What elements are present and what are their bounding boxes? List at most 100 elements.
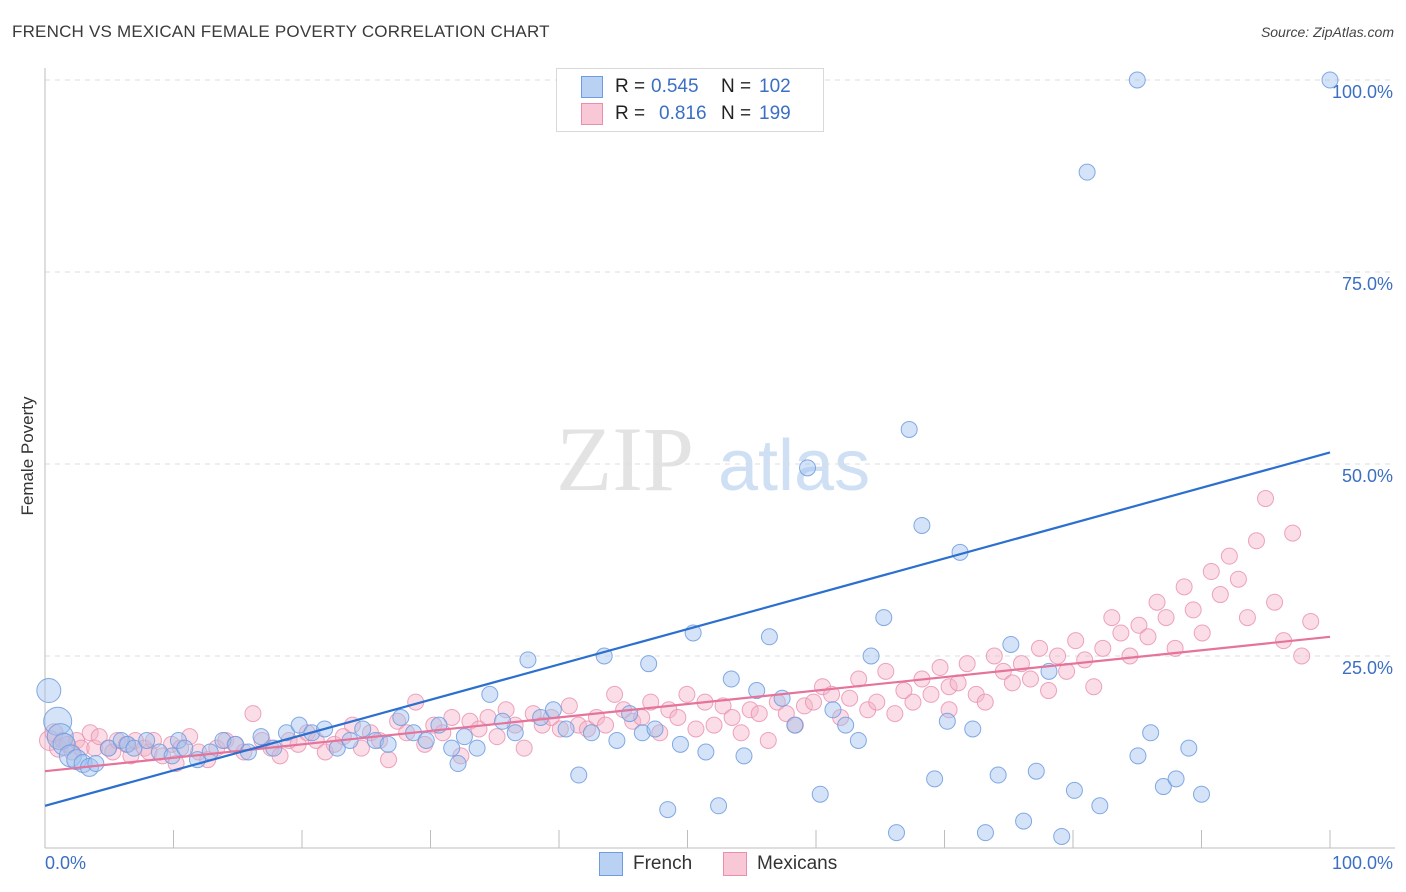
mexicans-point	[741, 701, 759, 719]
french-point	[494, 712, 512, 730]
mexicans-point	[750, 705, 768, 723]
watermark-zip: ZIP	[556, 408, 694, 510]
mexicans-point	[1030, 639, 1048, 657]
french-point	[379, 735, 397, 753]
x-tick-label-1: 100.0%	[1332, 853, 1393, 873]
french-point	[354, 720, 372, 738]
mexicans-point	[1238, 609, 1256, 627]
y-axis-label: Female Poverty	[18, 396, 37, 516]
french-point	[87, 755, 105, 773]
french-point	[455, 728, 473, 746]
mexicans-point	[669, 708, 687, 726]
mexicans-point	[1184, 601, 1202, 619]
mexicans-point	[515, 739, 533, 757]
mexicans-point	[1175, 578, 1193, 596]
mexicans-point	[1284, 524, 1302, 542]
bottom-french-label: French	[633, 853, 693, 874]
mexicans-point	[687, 720, 705, 738]
french-point	[201, 743, 219, 761]
french-point	[1167, 770, 1185, 788]
french-point	[1091, 797, 1109, 815]
french-point	[36, 678, 62, 704]
french-point	[582, 724, 600, 742]
french-point	[900, 420, 918, 438]
french-point	[926, 770, 944, 788]
french-point	[1142, 724, 1160, 742]
chart-title: FRENCH VS MEXICAN FEMALE POVERTY CORRELA…	[12, 22, 550, 41]
french-point	[252, 728, 270, 746]
mexicans-point	[1229, 570, 1247, 588]
french-point	[1065, 781, 1083, 799]
mexicans-point	[895, 682, 913, 700]
french-n-label: N =	[721, 76, 752, 97]
french-point	[799, 459, 817, 477]
mexicans-point	[976, 693, 994, 711]
french-point	[1027, 762, 1045, 780]
french-point	[989, 766, 1007, 784]
french-point	[976, 824, 994, 842]
french-point	[1015, 812, 1033, 830]
french-point	[621, 705, 639, 723]
french-point	[633, 724, 651, 742]
bottom-mexicans-swatch	[723, 852, 747, 876]
mexicans-point	[931, 659, 949, 677]
mexicans-point	[1139, 628, 1157, 646]
french-point	[811, 785, 829, 803]
bottom-mexicans-label: Mexicans	[757, 853, 838, 874]
mexicans-point	[723, 708, 741, 726]
french-point	[163, 747, 181, 765]
mexicans-point	[1085, 678, 1103, 696]
mexicans-point	[1202, 563, 1220, 581]
mexicans-point	[868, 693, 886, 711]
french-point	[640, 655, 658, 673]
french-point	[710, 797, 728, 815]
french-point	[100, 739, 118, 757]
french-r-value: 0.545	[651, 76, 699, 97]
mexicans-point	[714, 697, 732, 715]
mexicans-point	[1220, 547, 1238, 565]
french-point	[938, 712, 956, 730]
french-point	[964, 720, 982, 738]
french-point	[1321, 71, 1339, 89]
mexicans-point	[1121, 647, 1139, 665]
french-point	[176, 739, 194, 757]
french-point	[875, 609, 893, 627]
mexicans-point	[877, 662, 895, 680]
mexicans-point	[597, 716, 615, 734]
mexicans-point	[1076, 651, 1094, 669]
french-point	[1053, 827, 1071, 845]
french-point	[125, 739, 143, 757]
french-point	[849, 731, 867, 749]
french-point	[290, 716, 308, 734]
french-point	[506, 724, 524, 742]
french-point	[519, 651, 537, 669]
mexicans-point	[488, 728, 506, 746]
mexicans-point	[90, 728, 108, 746]
mexicans-point	[732, 724, 750, 742]
mexicans-trendline	[44, 635, 1331, 773]
mexicans-swatch	[581, 103, 603, 125]
mexicans-n-label: N =	[721, 103, 752, 124]
mexicans-point	[1148, 593, 1166, 611]
mexicans-r-value: 0.816	[659, 103, 707, 124]
mexicans-point	[1266, 593, 1284, 611]
mexicans-point	[904, 693, 922, 711]
french-point	[481, 685, 499, 703]
mexicans-point	[49, 738, 69, 758]
x-tick-label-0: 0.0%	[45, 853, 86, 873]
french-r-label: R =	[615, 76, 646, 97]
french-point	[468, 739, 486, 757]
mexicans-point	[804, 693, 822, 711]
mexicans-r-label: R =	[615, 103, 646, 124]
french-point	[862, 647, 880, 665]
mexicans-points	[39, 490, 1320, 773]
mexicans-point	[1094, 639, 1112, 657]
french-point	[1154, 778, 1172, 796]
mexicans-point	[551, 720, 569, 738]
axes	[44, 68, 1395, 849]
french-point	[1193, 785, 1210, 803]
mexicans-point	[1211, 586, 1229, 604]
french-point	[887, 824, 905, 842]
legend: R = 0.545 N = 102 R = 0.816 N = 199	[556, 68, 824, 132]
mexicans-point	[1302, 612, 1320, 630]
